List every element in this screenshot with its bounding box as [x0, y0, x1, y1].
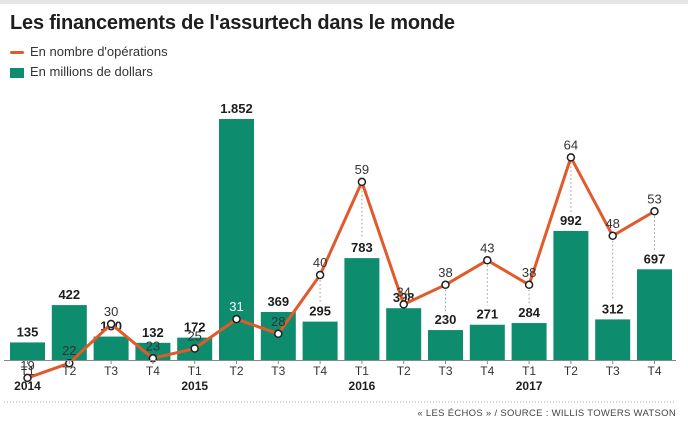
source-note: « LES ÉCHOS » / SOURCE : WILLIS TOWERS W…: [417, 408, 676, 419]
bar: [595, 319, 631, 360]
x-tick-label: T2: [62, 364, 76, 378]
x-tick-label: T1: [188, 364, 202, 378]
line-point: [23, 373, 32, 383]
bar-value-label: 1.852: [220, 101, 253, 116]
line-value-label: 25: [187, 329, 201, 344]
x-tick-label: T3: [271, 364, 285, 378]
bar: [344, 258, 380, 360]
line-value-label: 38: [438, 265, 452, 280]
line-point: [566, 153, 576, 162]
bar: [428, 330, 463, 360]
bar: [302, 321, 338, 360]
line-value-label: 59: [355, 162, 369, 177]
x-tick-label: T3: [606, 364, 620, 378]
year-label: 2015: [181, 379, 208, 393]
line-point: [650, 207, 659, 216]
x-tick-label: T4: [146, 364, 160, 378]
x-tick-label: T3: [104, 364, 118, 378]
line-value-label: 38: [522, 265, 536, 280]
bar-value-label: 369: [267, 294, 289, 309]
x-tick-label: T4: [647, 364, 661, 378]
legend-bar-swatch: [10, 67, 24, 78]
legend-label-operations: En nombre d'opérations: [30, 44, 168, 59]
bar: [10, 342, 45, 360]
legend-label-millions: En millions de dollars: [30, 64, 153, 79]
x-tick-label: T4: [313, 364, 327, 378]
line-value-label: 40: [313, 255, 327, 270]
bar-value-label: 135: [17, 324, 39, 339]
bar-value-label: 132: [142, 325, 164, 340]
chart-title: Les financements de l'assurtech dans le …: [10, 12, 455, 34]
bar: [553, 230, 589, 360]
legend-line-swatch: [10, 51, 24, 55]
x-tick-label: T2: [397, 364, 411, 378]
bar-value-label: 284: [518, 305, 540, 320]
bar: [637, 269, 672, 360]
x-tick-label: T3: [438, 364, 452, 378]
x-tick-label: T1: [522, 364, 536, 378]
bar-value-label: 697: [644, 251, 666, 266]
bar: [93, 336, 129, 360]
x-tick-label: T1: [20, 364, 34, 378]
line-point: [357, 177, 367, 187]
line-point: [608, 231, 617, 241]
bar-value-label: 422: [58, 287, 80, 302]
line-value-label: 34: [396, 284, 410, 299]
x-tick-label: T1: [355, 364, 369, 378]
line-point: [232, 314, 241, 324]
line-value-label: 53: [647, 191, 661, 206]
bar: [469, 324, 505, 360]
bar-value-label: 295: [309, 304, 331, 319]
line-point: [106, 319, 116, 329]
line-value-label: 31: [229, 299, 243, 314]
x-tick-label: T2: [564, 364, 578, 378]
bar: [511, 323, 547, 360]
bar-value-label: 312: [602, 301, 624, 316]
line-value-label: 64: [564, 137, 578, 152]
bar-value-label: 172: [184, 320, 206, 335]
line-point: [190, 344, 199, 353]
year-label: 2016: [349, 379, 376, 393]
legend-item-operations: En nombre d'opérations: [10, 44, 168, 62]
bar-value-label: 271: [476, 307, 498, 322]
line-point: [315, 270, 325, 280]
bar-value-label: 992: [560, 213, 582, 228]
bar: [386, 308, 422, 360]
line-value-label: 22: [62, 343, 76, 358]
operations-line: [27, 155, 656, 380]
bar-value-label: 783: [351, 240, 373, 255]
line-point: [399, 300, 408, 309]
line-point: [441, 280, 450, 290]
line-point: [483, 256, 492, 265]
year-label: 2017: [516, 379, 543, 393]
line-value-label: 19: [20, 358, 34, 373]
x-tick-label: T4: [480, 364, 494, 378]
top-rule: [0, 0, 688, 4]
x-tick-label: T2: [229, 364, 243, 378]
line-point: [274, 329, 283, 339]
bar-value-label: 230: [435, 312, 457, 327]
line-value-label: 48: [605, 216, 619, 231]
line-value-label: 30: [104, 304, 118, 319]
line-value-label: 43: [480, 240, 494, 255]
line-value-label: 23: [146, 338, 160, 353]
legend-item-millions: En millions de dollars: [10, 64, 153, 82]
line-value-label: 28: [271, 314, 285, 329]
line-point: [524, 280, 534, 290]
year-label: 2014: [14, 379, 41, 393]
